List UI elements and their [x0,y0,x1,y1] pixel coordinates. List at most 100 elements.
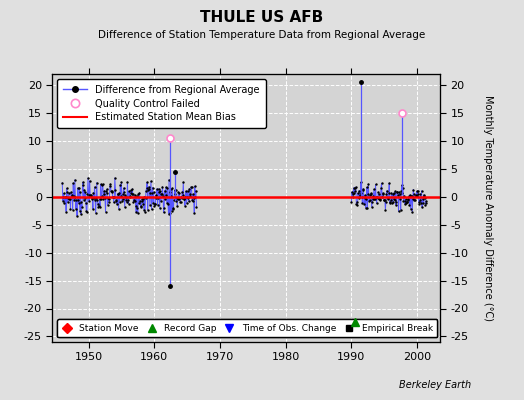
Point [386,199,395,205]
Point [394,192,402,199]
Point [169,206,177,212]
Point [143,179,151,186]
Point [99,181,107,188]
Point [168,208,176,214]
Point [96,181,105,188]
Point [367,204,376,210]
Point [416,197,424,204]
Point [93,197,102,203]
Point [135,200,143,206]
Point [365,198,373,204]
Point [350,185,358,191]
Point [357,190,365,196]
Point [174,196,183,202]
Point [61,194,70,200]
Point [383,188,391,194]
Point [94,204,103,210]
Point [122,194,130,200]
Point [72,197,81,204]
Point [93,179,101,186]
Point [63,189,71,195]
Point [156,205,164,211]
Point [85,198,93,204]
Point [382,199,390,205]
Point [106,183,114,189]
Point [375,196,384,202]
Point [104,195,113,202]
Point [354,190,362,196]
Point [71,177,79,183]
Point [144,207,152,213]
Point [417,188,425,194]
Point [115,190,124,196]
Point [156,188,165,194]
Point [360,201,368,207]
Point [136,203,145,210]
Point [60,200,69,207]
Point [84,175,92,181]
Point [116,182,125,188]
Point [187,184,195,190]
Point [405,202,413,208]
Point [401,201,409,208]
Point [142,188,150,194]
Point [68,192,76,199]
Point [404,196,412,202]
Point [185,186,193,192]
Point [362,205,370,211]
Point [411,192,420,198]
Point [107,188,115,194]
Point [181,202,189,209]
Point [106,181,115,187]
Point [68,191,77,198]
Point [158,191,166,198]
Point [183,194,191,200]
Point [408,209,417,216]
Point [82,200,90,206]
Point [417,200,425,206]
Point [347,198,356,205]
Point [167,192,176,199]
Point [351,184,359,191]
Point [352,201,361,207]
Point [157,198,165,204]
Point [402,200,410,206]
Point [349,191,357,197]
Point [378,194,386,200]
Point [408,193,416,200]
Point [134,210,142,216]
Point [81,189,90,195]
Point [402,199,411,205]
Point [396,196,405,202]
Point [356,179,365,186]
Point [190,195,198,201]
Point [416,191,424,197]
Point [409,186,418,193]
Point [421,202,430,208]
Point [90,194,98,201]
Point [102,188,110,194]
Point [372,194,380,200]
Point [92,194,101,201]
Point [179,179,188,186]
Point [393,188,401,195]
Point [102,186,111,192]
Point [81,195,89,202]
Point [378,190,387,196]
Point [138,196,146,202]
Point [86,193,95,199]
Point [391,188,399,194]
Point [82,208,91,214]
Point [410,191,418,197]
Point [363,204,372,211]
Point [91,197,100,203]
Point [395,189,403,195]
Point [89,190,97,196]
Point [61,194,69,200]
Point [398,182,406,188]
Point [77,211,85,217]
Point [129,199,138,205]
Point [361,195,369,201]
Point [133,205,141,211]
Point [98,182,106,188]
